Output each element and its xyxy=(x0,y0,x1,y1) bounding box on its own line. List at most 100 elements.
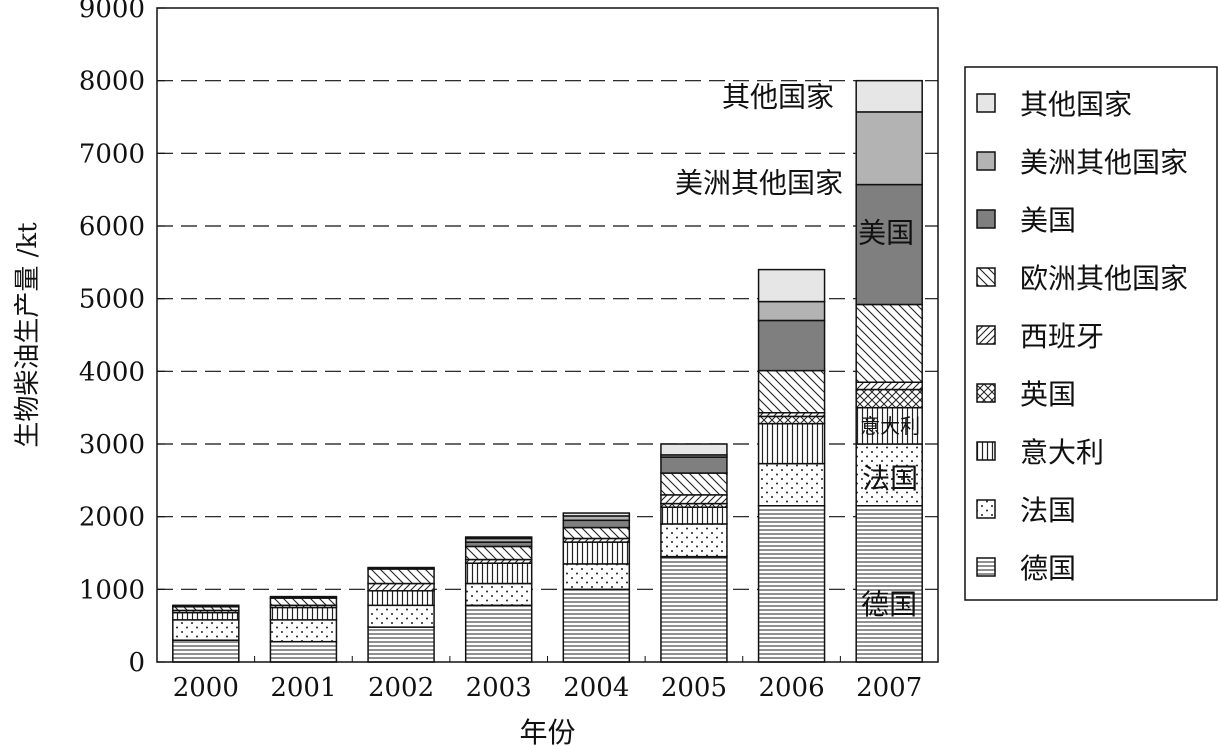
bar-segment xyxy=(757,415,826,425)
bar-segment xyxy=(367,626,435,663)
bar-segment xyxy=(269,619,338,643)
bar-segment xyxy=(562,588,631,663)
y-tick-label: 9000 xyxy=(79,0,145,24)
annotation-other: 其他国家 xyxy=(722,80,834,113)
legend-label: 意大利 xyxy=(1020,436,1104,469)
bar-segment xyxy=(464,582,533,607)
annotation-italy: 意大利 xyxy=(860,414,920,438)
legend-swatch xyxy=(976,441,996,461)
bar-segment xyxy=(757,268,826,303)
legend-label: 欧洲其他国家 xyxy=(1020,262,1188,295)
bar-segment xyxy=(855,505,923,663)
x-tick-label: 2003 xyxy=(466,673,532,703)
legend-label: 德国 xyxy=(1020,552,1076,585)
bar-segment xyxy=(464,536,533,540)
bar-segment xyxy=(172,604,240,608)
legend-swatch xyxy=(976,151,996,171)
x-tick-label: 2007 xyxy=(856,673,922,703)
bar-segment xyxy=(660,555,728,663)
bar-segment xyxy=(855,111,923,186)
bar-segment xyxy=(172,619,240,641)
bar-segment xyxy=(855,381,923,391)
bar-segment xyxy=(660,472,728,496)
y-axis-label: 生物柴油生产量 /kt xyxy=(13,222,43,448)
bar-segment xyxy=(367,582,435,592)
y-tick-label: 5000 xyxy=(79,285,145,315)
bar-segment xyxy=(269,597,338,607)
bar-segment xyxy=(757,462,826,507)
bar-segment xyxy=(757,300,826,322)
annotation-americas: 美洲其他国家 xyxy=(675,166,843,199)
legend-swatch xyxy=(976,383,996,403)
x-tick-labels: 2000 2001 2002 2003 2004 2005 2006 2007 xyxy=(173,656,939,703)
bar-segment xyxy=(464,604,533,663)
bar-segment xyxy=(562,563,631,591)
bar-segment xyxy=(660,456,728,474)
bar-segment xyxy=(562,519,631,529)
bar-segment xyxy=(562,541,631,565)
legend-swatch xyxy=(976,325,996,345)
bar-segment xyxy=(757,369,826,414)
legend-label: 英国 xyxy=(1020,378,1076,411)
annotation-usa: 美国 xyxy=(858,217,914,250)
bar-segment xyxy=(464,562,533,585)
legend-label: 西班牙 xyxy=(1020,320,1104,353)
legend-swatch xyxy=(976,557,996,577)
bar-segment xyxy=(660,443,728,456)
bar-segment xyxy=(367,568,435,585)
bar-segment xyxy=(757,319,826,372)
bar-segment xyxy=(269,595,338,599)
bar-segment xyxy=(660,523,728,558)
bar-segment xyxy=(660,494,728,505)
bar-segment xyxy=(757,422,826,465)
bar-segment xyxy=(855,303,923,383)
y-tick-label: 8000 xyxy=(79,67,145,97)
y-tick-label: 6000 xyxy=(79,212,145,242)
bar-segment xyxy=(367,604,435,628)
annotation-france: 法国 xyxy=(862,462,918,495)
bars xyxy=(172,79,923,663)
bar-segment xyxy=(367,566,435,570)
legend-swatch xyxy=(976,499,996,519)
y-tick-label: 7000 xyxy=(79,139,145,169)
bar-segment xyxy=(855,79,923,113)
legend-label: 美洲其他国家 xyxy=(1020,146,1188,179)
x-tick-label: 2006 xyxy=(758,673,824,703)
bar-segment xyxy=(660,506,728,525)
annotation-germany: 德国 xyxy=(861,588,917,621)
x-tick-label: 2000 xyxy=(173,673,239,703)
y-tick-labels: 0 1000 2000 3000 4000 5000 6000 7000 8000 9000 xyxy=(79,0,165,678)
bar-segment xyxy=(855,406,923,445)
y-tick-label: 4000 xyxy=(79,357,145,387)
bar-segment xyxy=(562,512,631,517)
bar-segment xyxy=(269,640,338,663)
gridlines xyxy=(157,80,938,590)
bar-segment xyxy=(367,590,435,607)
y-tick-label: 3000 xyxy=(79,430,145,460)
y-tick-label: 2000 xyxy=(79,503,145,533)
y-tick-label: 1000 xyxy=(79,575,145,605)
bar-segment xyxy=(269,606,338,621)
bar-segment xyxy=(464,545,533,561)
bar-segment xyxy=(855,183,923,306)
bar-segment xyxy=(172,639,240,663)
legend-swatch xyxy=(976,93,996,113)
x-tick-label: 2002 xyxy=(368,673,434,703)
legend-swatch xyxy=(976,209,996,229)
bar-segment xyxy=(855,388,923,409)
legend-box xyxy=(964,66,1218,601)
x-tick-label: 2005 xyxy=(661,673,727,703)
legend-label: 美国 xyxy=(1020,204,1076,237)
x-axis-label: 年份 xyxy=(519,716,575,745)
bar-segment xyxy=(172,611,240,621)
x-tick-label: 2001 xyxy=(270,673,336,703)
legend-label: 法国 xyxy=(1020,494,1076,527)
bar-segment xyxy=(562,526,631,540)
bar-segment xyxy=(757,505,826,663)
y-tick-label: 0 xyxy=(128,648,145,678)
x-tick-label: 2004 xyxy=(563,673,629,703)
legend-label: 其他国家 xyxy=(1020,88,1132,121)
